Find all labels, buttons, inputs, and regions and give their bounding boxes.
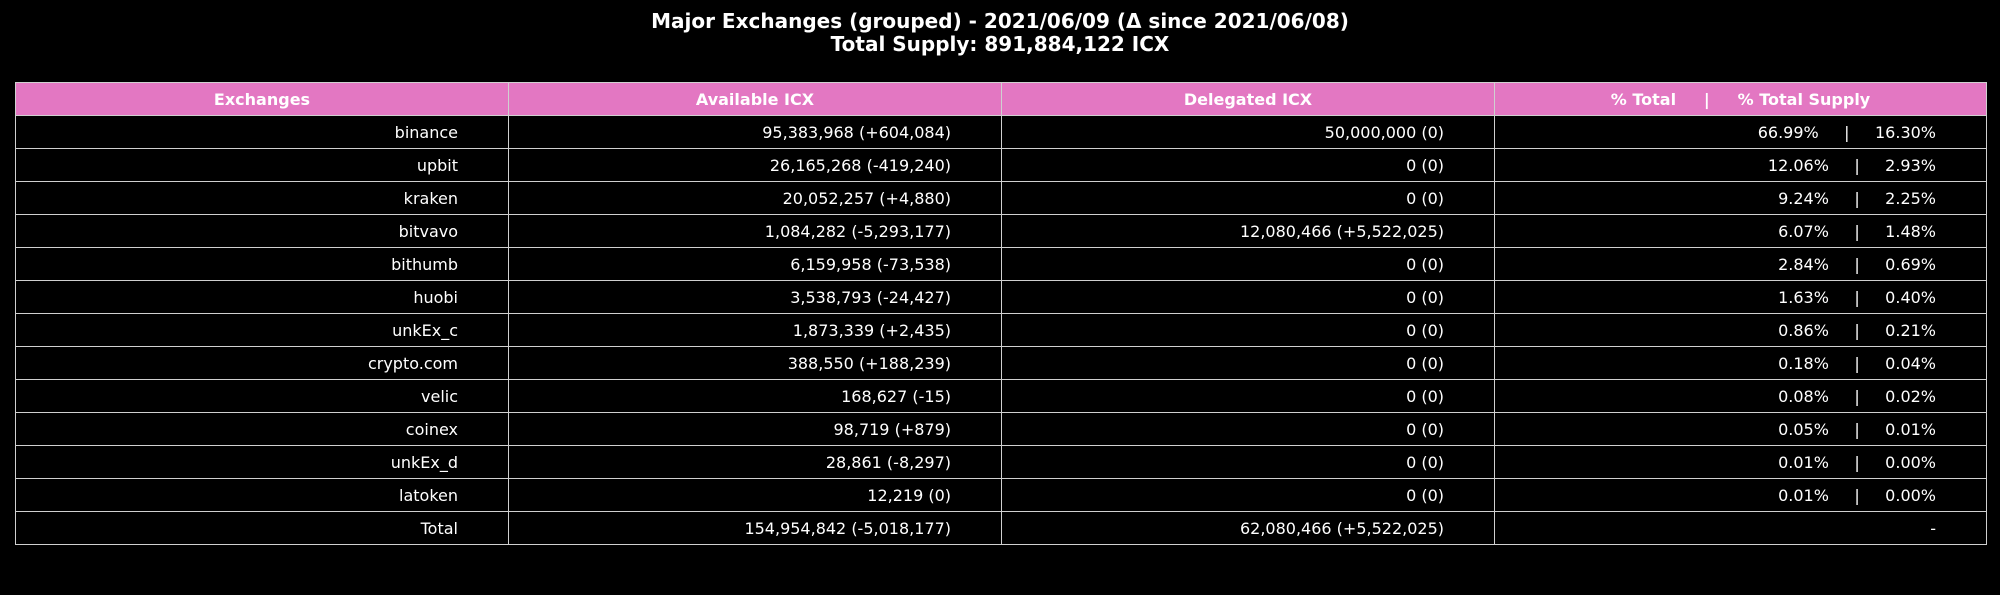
cell-percent-total: - [1494, 511, 1987, 545]
cell-available-icx: 1,873,339 (+2,435) [508, 313, 1002, 347]
cell-available-icx: 28,861 (-8,297) [508, 445, 1002, 479]
table-row: kraken 20,052,257 (+4,880) 0 (0) 9.24% | 2.… [15, 181, 1987, 215]
table-row: crypto.com 388,550 (+188,239) 0 (0) 0.18% |… [15, 346, 1987, 380]
table-row: huobi 3,538,793 (-24,427) 0 (0) 1.63% | 0.4… [15, 280, 1987, 314]
table-row: coinex 98,719 (+879) 0 (0) 0.05% | 0.01% [15, 412, 1987, 446]
cell-exchange: bithumb [15, 247, 509, 281]
table-row: bitvavo 1,084,282 (-5,293,177) 12,080,466 … [15, 214, 1987, 248]
table-row: bithumb 6,159,958 (-73,538) 0 (0) 2.84% | 0… [15, 247, 1987, 281]
cell-delegated-icx: 0 (0) [1001, 247, 1495, 281]
cell-available-icx: 26,165,268 (-419,240) [508, 148, 1002, 182]
exchanges-table: Exchanges Available ICX Delegated ICX % … [15, 82, 1987, 545]
cell-available-icx: 168,627 (-15) [508, 379, 1002, 413]
cell-available-icx: 388,550 (+188,239) [508, 346, 1002, 380]
title-line: Major Exchanges (grouped) - 2021/06/09 (… [651, 9, 1349, 33]
chart-title: Major Exchanges (grouped) - 2021/06/09 (… [0, 10, 2000, 56]
table-row: Total 154,954,842 (-5,018,177) 62,080,466 … [15, 511, 1987, 545]
cell-delegated-icx: 0 (0) [1001, 478, 1495, 512]
cell-percent-total: 0.08% | 0.02% [1494, 379, 1987, 413]
table-row: upbit 26,165,268 (-419,240) 0 (0) 12.06% | … [15, 148, 1987, 182]
table-row: unkEx_c 1,873,339 (+2,435) 0 (0) 0.86% | 0.… [15, 313, 1987, 347]
cell-available-icx: 154,954,842 (-5,018,177) [508, 511, 1002, 545]
table-row: velic 168,627 (-15) 0 (0) 0.08% | 0.02% [15, 379, 1987, 413]
cell-percent-total: 0.01% | 0.00% [1494, 445, 1987, 479]
cell-percent-total: 2.84% | 0.69% [1494, 247, 1987, 281]
cell-exchange: kraken [15, 181, 509, 215]
cell-exchange: coinex [15, 412, 509, 446]
cell-available-icx: 98,719 (+879) [508, 412, 1002, 446]
cell-delegated-icx: 0 (0) [1001, 181, 1495, 215]
cell-delegated-icx: 0 (0) [1001, 280, 1495, 314]
cell-percent-total: 6.07% | 1.48% [1494, 214, 1987, 248]
cell-delegated-icx: 0 (0) [1001, 379, 1495, 413]
subtitle-line: Total Supply: 891,884,122 ICX [830, 32, 1170, 56]
cell-exchange: velic [15, 379, 509, 413]
cell-delegated-icx: 12,080,466 (+5,522,025) [1001, 214, 1495, 248]
cell-percent-total: 0.01% | 0.00% [1494, 478, 1987, 512]
cell-exchange: unkEx_d [15, 445, 509, 479]
table-body: binance 95,383,968 (+604,084) 50,000,000 (… [15, 115, 1987, 545]
cell-exchange: Total [15, 511, 509, 545]
cell-available-icx: 6,159,958 (-73,538) [508, 247, 1002, 281]
table-row: latoken 12,219 (0) 0 (0) 0.01% | 0.00% [15, 478, 1987, 512]
header-row: Exchanges Available ICX Delegated ICX % … [15, 82, 1987, 116]
cell-percent-total: 9.24% | 2.25% [1494, 181, 1987, 215]
header-delegated-icx: Delegated ICX [1001, 82, 1495, 116]
cell-available-icx: 20,052,257 (+4,880) [508, 181, 1002, 215]
cell-available-icx: 95,383,968 (+604,084) [508, 115, 1002, 149]
cell-available-icx: 12,219 (0) [508, 478, 1002, 512]
cell-delegated-icx: 0 (0) [1001, 148, 1495, 182]
cell-percent-total: 66.99% | 16.30% [1494, 115, 1987, 149]
cell-exchange: bitvavo [15, 214, 509, 248]
cell-exchange: crypto.com [15, 346, 509, 380]
cell-percent-total: 12.06% | 2.93% [1494, 148, 1987, 182]
table-row: unkEx_d 28,861 (-8,297) 0 (0) 0.01% | 0.00% [15, 445, 1987, 479]
cell-delegated-icx: 50,000,000 (0) [1001, 115, 1495, 149]
cell-exchange: huobi [15, 280, 509, 314]
header-available-icx: Available ICX [508, 82, 1002, 116]
cell-percent-total: 1.63% | 0.40% [1494, 280, 1987, 314]
cell-delegated-icx: 0 (0) [1001, 313, 1495, 347]
header-percent-total: % Total | % Total Supply [1494, 82, 1987, 116]
cell-exchange: upbit [15, 148, 509, 182]
header-exchanges: Exchanges [15, 82, 509, 116]
cell-delegated-icx: 0 (0) [1001, 412, 1495, 446]
cell-percent-total: 0.86% | 0.21% [1494, 313, 1987, 347]
cell-delegated-icx: 0 (0) [1001, 445, 1495, 479]
cell-percent-total: 0.05% | 0.01% [1494, 412, 1987, 446]
cell-delegated-icx: 62,080,466 (+5,522,025) [1001, 511, 1495, 545]
table-row: binance 95,383,968 (+604,084) 50,000,000 (… [15, 115, 1987, 149]
cell-exchange: binance [15, 115, 509, 149]
cell-available-icx: 1,084,282 (-5,293,177) [508, 214, 1002, 248]
cell-exchange: latoken [15, 478, 509, 512]
cell-percent-total: 0.18% | 0.04% [1494, 346, 1987, 380]
cell-available-icx: 3,538,793 (-24,427) [508, 280, 1002, 314]
cell-exchange: unkEx_c [15, 313, 509, 347]
cell-delegated-icx: 0 (0) [1001, 346, 1495, 380]
